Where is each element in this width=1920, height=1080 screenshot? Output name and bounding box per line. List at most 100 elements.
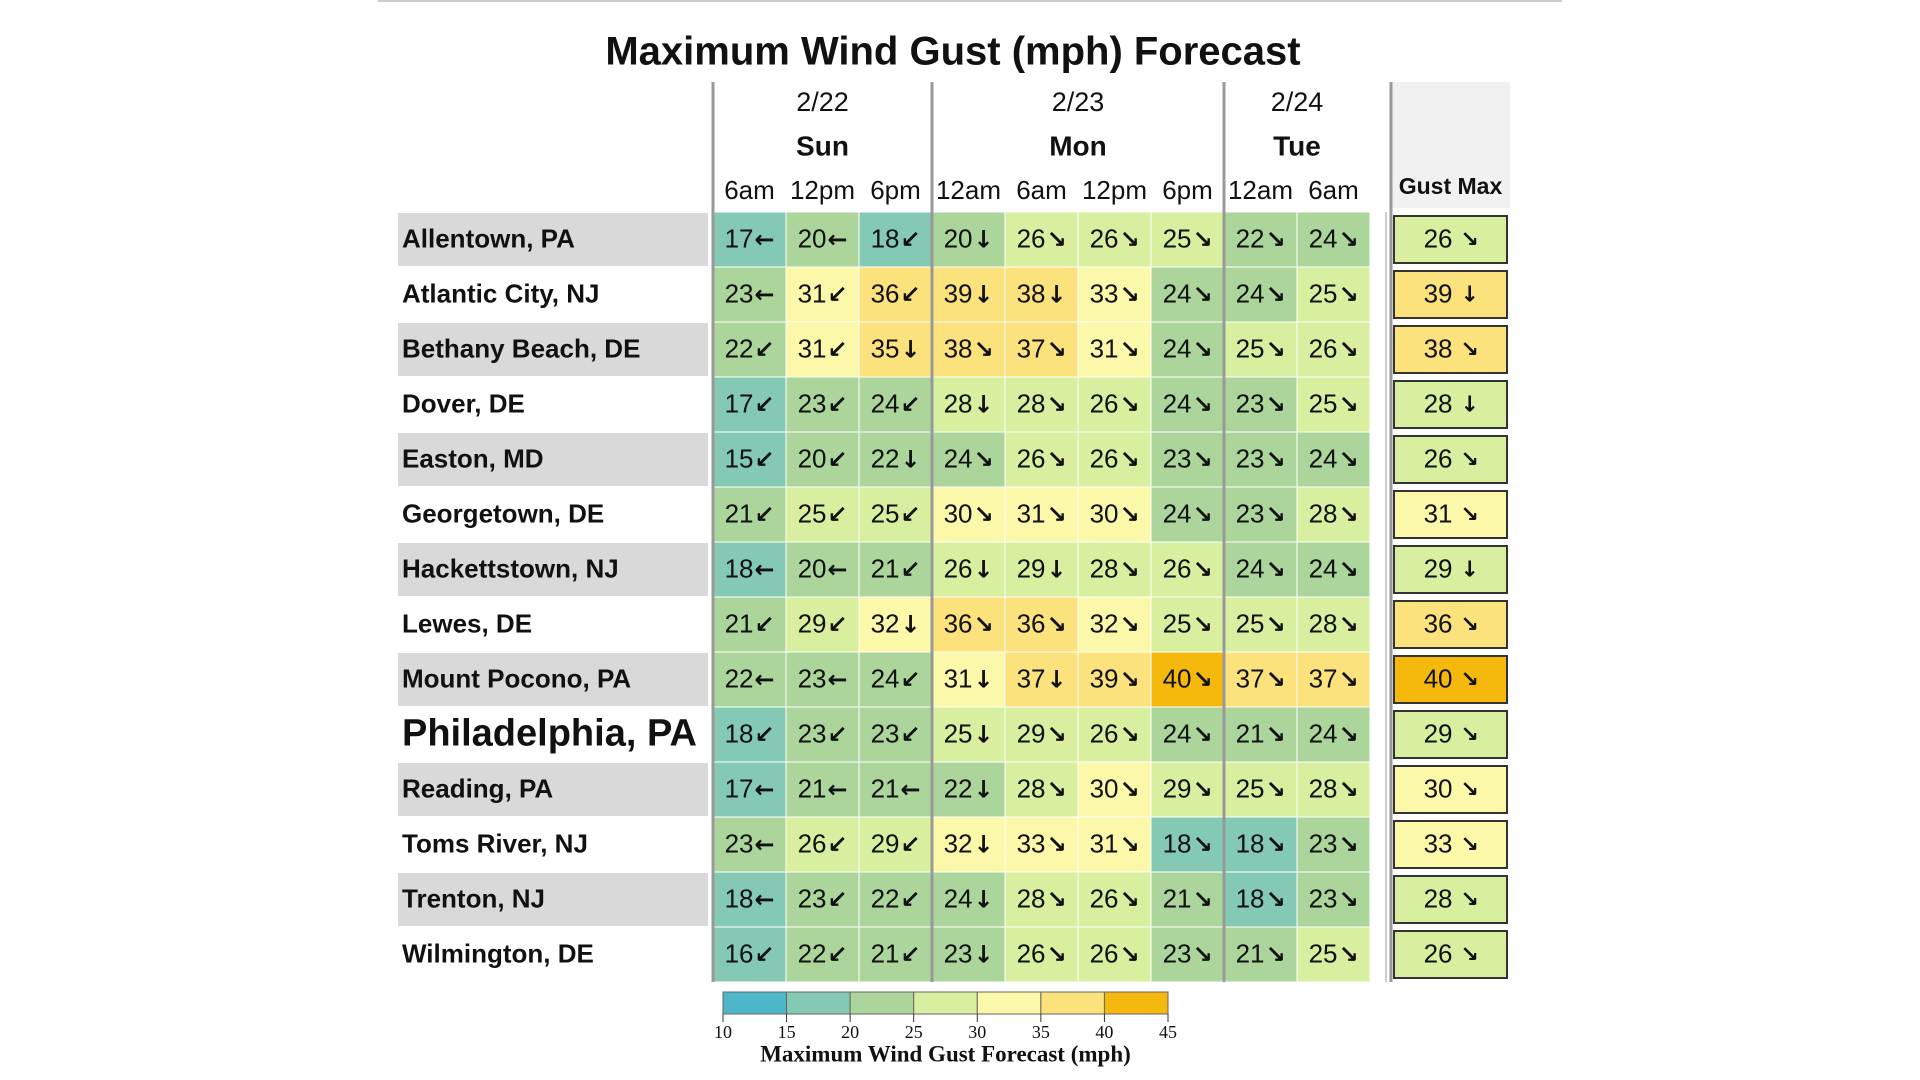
gust-value: 21 [871, 773, 900, 803]
name-bg [398, 873, 708, 926]
wind-arrow: ↓ [974, 721, 994, 749]
location-name: Reading, PA [402, 773, 553, 803]
max-arrow: ↘ [1461, 448, 1479, 473]
gust-cell [785, 321, 860, 378]
max-cell [1393, 270, 1508, 319]
gust-value: 31 [798, 333, 827, 363]
wind-arrow: ↓ [901, 336, 921, 364]
max-cell [1393, 435, 1508, 484]
wind-arrow: ← [828, 776, 848, 804]
wind-arrow: ↘ [1339, 391, 1359, 419]
gust-cell [931, 706, 1006, 763]
gust-cell [1296, 376, 1371, 433]
wind-arrow: ↙ [901, 226, 921, 254]
name-bg [398, 708, 708, 761]
wind-arrow: ↙ [828, 446, 848, 474]
gust-value: 24 [871, 663, 900, 693]
wind-arrow: ↘ [1339, 886, 1359, 914]
max-cell [1393, 930, 1508, 979]
gust-value: 36 [1017, 608, 1046, 638]
gust-value: 29 [1017, 553, 1046, 583]
wind-arrow: ↘ [1266, 666, 1286, 694]
wind-arrow: ↘ [1193, 776, 1213, 804]
max-value: 40 [1424, 663, 1453, 693]
gust-cell [1077, 541, 1152, 598]
gust-value: 29 [871, 828, 900, 858]
name-bg [398, 433, 708, 486]
wind-arrow: ↘ [1193, 666, 1213, 694]
gust-value: 28 [1017, 773, 1046, 803]
gust-cell [1077, 706, 1152, 763]
wind-arrow: ← [828, 226, 848, 254]
wind-arrow: ↓ [974, 941, 994, 969]
gust-cell [931, 871, 1006, 928]
gust-cell [1150, 871, 1225, 928]
wind-arrow: ↙ [755, 941, 775, 969]
wind-arrow: ↙ [901, 501, 921, 529]
wind-arrow: ↙ [901, 886, 921, 914]
legend-tick-label: 10 [714, 1022, 732, 1042]
gust-cell [1077, 211, 1152, 268]
gust-cell [931, 596, 1006, 653]
gust-value: 25 [1309, 278, 1338, 308]
gust-value: 32 [1090, 608, 1119, 638]
max-arrow: ↓ [1461, 393, 1479, 418]
location-name: Trenton, NJ [402, 883, 545, 913]
location-name: Allentown, PA [402, 223, 575, 253]
max-value: 28 [1424, 388, 1453, 418]
gust-value: 25 [1163, 608, 1192, 638]
gust-value: 39 [944, 278, 973, 308]
gust-cell [1223, 926, 1298, 983]
gust-cell [1004, 266, 1079, 323]
max-cell [1393, 490, 1508, 539]
wind-arrow: ↘ [1193, 611, 1213, 639]
location-name: Mount Pocono, PA [402, 663, 631, 693]
wind-arrow: ← [755, 831, 775, 859]
max-value: 30 [1424, 773, 1453, 803]
wind-arrow: ↙ [755, 446, 775, 474]
gust-value: 22 [944, 773, 973, 803]
max-arrow: ↘ [1461, 668, 1479, 693]
gust-cell [1223, 761, 1298, 818]
gust-cell [1150, 706, 1225, 763]
gust-value: 22 [725, 333, 754, 363]
wind-arrow: ↓ [974, 556, 994, 584]
gust-value: 16 [725, 938, 754, 968]
gust-value: 26 [944, 553, 973, 583]
wind-arrow: ↘ [1266, 611, 1286, 639]
legend-swatch [722, 991, 788, 1015]
wind-arrow: ↘ [1266, 721, 1286, 749]
gust-value: 26 [1090, 883, 1119, 913]
wind-arrow: ↓ [974, 886, 994, 914]
gust-value: 24 [1236, 278, 1265, 308]
gust-cell [785, 651, 860, 708]
wind-arrow: ↘ [1339, 336, 1359, 364]
gust-value: 37 [1236, 663, 1265, 693]
gust-value: 22 [871, 443, 900, 473]
gust-cell [858, 816, 933, 873]
wind-arrow: ↘ [1193, 391, 1213, 419]
max-value: 39 [1424, 278, 1453, 308]
gust-cell [1004, 871, 1079, 928]
legend-tick-label: 25 [905, 1022, 923, 1042]
max-value: 36 [1424, 608, 1453, 638]
gust-cell [712, 926, 787, 983]
wind-arrow: ↓ [974, 831, 994, 859]
gust-value: 23 [725, 278, 754, 308]
gust-value: 15 [725, 443, 754, 473]
wind-arrow: ↙ [755, 721, 775, 749]
wind-arrow: ↘ [974, 611, 994, 639]
gust-cell [858, 211, 933, 268]
gust-value: 37 [1309, 663, 1338, 693]
name-bg [398, 598, 708, 651]
gust-cell [1223, 321, 1298, 378]
max-value: 38 [1424, 333, 1453, 363]
max-arrow: ↘ [1461, 723, 1479, 748]
date-label: 2/24 [1271, 87, 1324, 117]
gust-value: 26 [1090, 718, 1119, 748]
wind-arrow: ← [755, 886, 775, 914]
gust-cell [858, 541, 933, 598]
gust-value: 37 [1017, 663, 1046, 693]
gust-value: 30 [944, 498, 973, 528]
time-label: 6am [1016, 175, 1067, 205]
